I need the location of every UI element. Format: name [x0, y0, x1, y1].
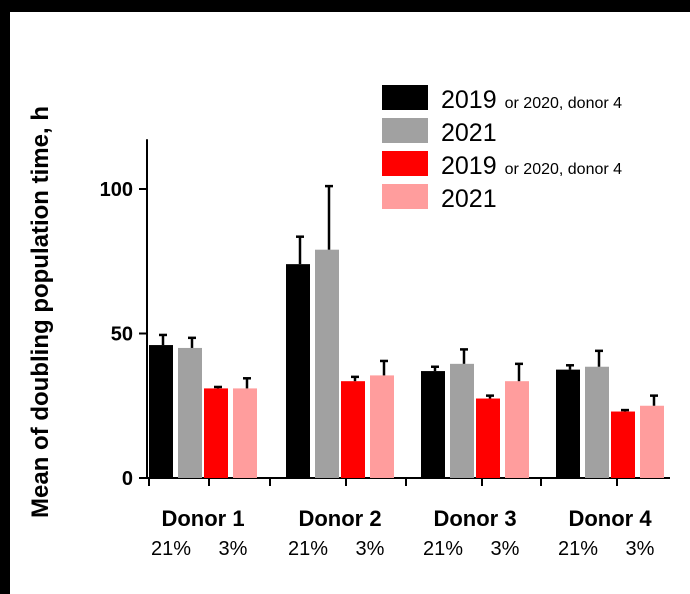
oxygen-label: 3% [491, 538, 520, 560]
bar [585, 366, 609, 478]
oxygen-label: 21% [288, 538, 328, 560]
legend-swatch [382, 118, 428, 143]
category-label: Donor 1 [161, 506, 244, 531]
legend-entry: 2021 [441, 185, 497, 213]
legend-note: or 2020, donor 4 [505, 95, 623, 112]
bar [149, 345, 173, 478]
oxygen-label: 21% [423, 538, 463, 560]
bar [370, 375, 394, 478]
legend: 2019 or 2020, donor 4 2021 2019 or 2020, don… [382, 85, 622, 213]
bar [421, 371, 445, 478]
oxygen-label: 3% [626, 538, 655, 560]
oxygen-label: 21% [558, 538, 598, 560]
legend-swatch [382, 151, 428, 176]
legend-year: 2019 [441, 86, 497, 114]
legend-swatch [382, 85, 428, 110]
category-label: Donor 3 [433, 506, 516, 531]
legend-swatch [382, 184, 428, 209]
bar [450, 363, 474, 478]
bar [505, 381, 529, 478]
bar [640, 405, 664, 478]
legend-entry: 2019 or 2020, donor 4 [441, 86, 622, 114]
oxygen-label: 3% [356, 538, 385, 560]
category-label: Donor 2 [298, 506, 381, 531]
bars: Donor 1 21% 3% Donor 2 21% 3% Donor 3 21% 3% Dono… [149, 184, 664, 560]
y-axis-label: Mean of doubling population time, h [27, 106, 54, 518]
bar [178, 347, 202, 478]
oxygen-label: 21% [151, 538, 191, 560]
category-label: Donor 4 [568, 506, 652, 531]
legend-note: or 2020, donor 4 [505, 161, 623, 178]
bar [204, 388, 228, 478]
bar [556, 369, 580, 478]
bar [233, 388, 257, 478]
bar [611, 411, 635, 478]
legend-entry: 2019 or 2020, donor 4 [441, 152, 622, 180]
legend-year: 2019 [441, 152, 497, 180]
legend-entry: 2021 [441, 119, 497, 147]
y-tick-label: 100 [100, 179, 133, 201]
legend-year: 2021 [441, 185, 497, 213]
bar [341, 381, 365, 478]
legend-year: 2021 [441, 119, 497, 147]
y-tick-label: 0 [122, 468, 133, 490]
bar [476, 398, 500, 478]
bar [286, 264, 310, 478]
y-tick-label: 50 [111, 324, 133, 346]
oxygen-label: 3% [219, 538, 248, 560]
bar [315, 249, 339, 478]
